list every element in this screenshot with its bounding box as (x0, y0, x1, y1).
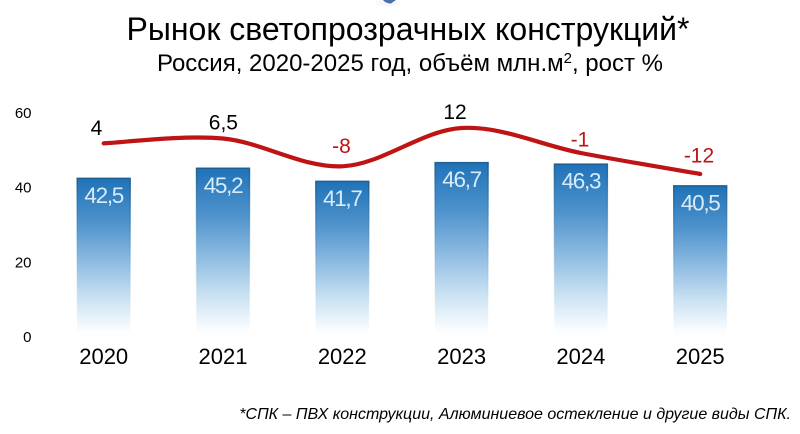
svg-text:40,5: 40,5 (681, 190, 720, 215)
svg-text:0: 0 (23, 329, 31, 346)
svg-text:-1: -1 (571, 129, 590, 152)
svg-text:45,2: 45,2 (204, 173, 243, 198)
svg-text:2023: 2023 (437, 344, 486, 369)
svg-text:12: 12 (443, 101, 466, 124)
svg-text:42,5: 42,5 (84, 183, 123, 208)
svg-text:2021: 2021 (199, 344, 248, 369)
svg-text:2020: 2020 (79, 344, 128, 369)
svg-text:2024: 2024 (556, 344, 605, 369)
svg-text:20: 20 (15, 254, 32, 271)
svg-text:2025: 2025 (676, 344, 725, 369)
svg-text:46,7: 46,7 (442, 167, 481, 192)
svg-text:-8: -8 (332, 135, 351, 158)
svg-text:Рынок светопрозрачных конструк: Рынок светопрозрачных конструкций* (127, 11, 690, 47)
svg-text:*СПК – ПВХ конструкции, Алюмин: *СПК – ПВХ конструкции, Алюминиевое осте… (239, 406, 791, 423)
svg-text:6,5: 6,5 (209, 111, 238, 134)
svg-text:-12: -12 (684, 145, 714, 168)
svg-text:4: 4 (91, 117, 103, 140)
svg-text:2022: 2022 (318, 344, 367, 369)
svg-text:60: 60 (15, 105, 32, 122)
svg-text:Россия, 2020-2025 год, объём м: Россия, 2020-2025 год, объём млн.м2, рос… (157, 50, 663, 77)
svg-text:41,7: 41,7 (323, 186, 362, 211)
svg-text:40: 40 (15, 180, 32, 197)
svg-text:46,3: 46,3 (562, 169, 601, 194)
